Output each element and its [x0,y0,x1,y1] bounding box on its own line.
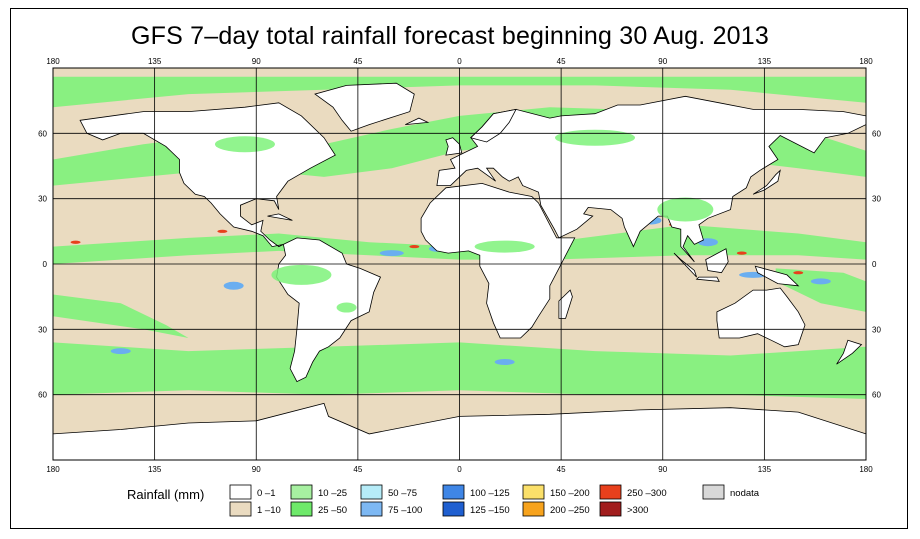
latitude-tick-label: 0 [872,260,877,269]
legend-item-label: >300 [627,505,648,516]
landmass-outline [716,287,806,348]
latitude-tick-label: 60 [872,129,881,138]
land-rain-area [214,136,275,153]
legend-item-label: nodata [730,488,760,499]
latitude-tick-label: 30 [38,195,47,204]
legend-item-label: 75 –100 [388,505,422,516]
longitude-tick-label: 45 [557,465,566,474]
latitude-tick-label: 30 [38,325,47,334]
longitude-tick-label: 45 [353,465,362,474]
longitude-tick-label: 135 [148,57,162,66]
longitude-tick-label: 180 [46,465,60,474]
legend-item-label: 0 –1 [257,488,276,499]
extreme-rain-patch [409,244,420,249]
legend-item-label: 200 –250 [550,505,590,516]
latitude-tick-label: 60 [872,391,881,400]
legend-item-label: 50 –75 [388,488,417,499]
landmass-outline [445,137,463,156]
heavy-rain-patch [110,348,131,355]
legend-swatch [290,501,313,517]
longitude-tick-label: 180 [859,465,873,474]
latitude-tick-label: 60 [38,391,47,400]
legend-swatch [290,484,313,500]
longitude-tick-label: 45 [353,57,362,66]
longitude-tick-label: 45 [557,57,566,66]
legend-swatch [360,501,383,517]
land-rain-area [555,129,635,146]
map-border [52,67,867,461]
longitude-tick-label: 135 [758,57,772,66]
extreme-rain-patch [217,229,228,233]
land-rain-area [474,240,535,253]
landmass-outline [836,339,863,365]
legend-item-label: 25 –50 [318,505,347,516]
heavy-rain-patch [810,278,831,285]
legend-swatch [442,484,465,500]
landmass-outline [558,289,573,319]
heavy-rain-patch [494,359,515,365]
heavy-rain-patch [379,250,404,257]
legend-swatch [522,501,545,517]
longitude-tick-label: 90 [658,57,667,66]
figure-frame [10,8,908,529]
legend-title: Rainfall (mm) [127,487,204,502]
extreme-rain-patch [793,271,804,275]
legend-item-label: 125 –150 [470,505,510,516]
legend-swatch [442,501,465,517]
legend-item-label: 250 –300 [627,488,667,499]
map-title: GFS 7–day total rainfall forecast beginn… [130,22,769,50]
extreme-rain-patch [70,240,81,244]
longitude-tick-label: 0 [457,465,462,474]
legend-swatch [522,484,545,500]
legend-swatch [229,501,252,517]
landmass-outline [436,95,866,263]
landmass-outline [314,82,415,132]
landmass-outline [754,265,800,287]
legend-swatch [599,484,622,500]
latitude-tick-label: 0 [43,260,48,269]
rain-band [775,268,866,312]
legend-swatch [229,484,252,500]
extreme-rain-patch [736,251,747,255]
land-rain-area [271,264,332,285]
legend-swatch [702,484,725,500]
landmass-outline [470,108,517,143]
landmass-outline [695,276,720,282]
heavy-rain-patch [223,281,244,290]
legend-item-label: 150 –200 [550,488,590,499]
longitude-tick-label: 90 [252,57,261,66]
landmass-outline [405,117,430,125]
latitude-tick-label: 30 [872,325,881,334]
longitude-tick-label: 135 [758,465,772,474]
longitude-tick-label: 180 [46,57,60,66]
landmass-outline [673,252,697,278]
longitude-tick-label: 0 [457,57,462,66]
latitude-tick-label: 60 [38,129,47,138]
legend-swatch [599,501,622,517]
latitude-tick-label: 30 [872,195,881,204]
longitude-tick-label: 90 [658,465,667,474]
longitude-tick-label: 180 [859,57,873,66]
legend-item-label: 1 –10 [257,505,281,516]
land-rain-area [336,302,357,313]
land-rain-area [657,197,714,222]
longitude-tick-label: 90 [252,465,261,474]
landmass-outline [267,213,293,221]
legend-item-label: 100 –125 [470,488,510,499]
landmass-outline [79,102,336,248]
landmass-outline [705,248,729,274]
legend-swatch [360,484,383,500]
longitude-tick-label: 135 [148,465,162,474]
legend-item-label: 10 –25 [318,488,347,499]
